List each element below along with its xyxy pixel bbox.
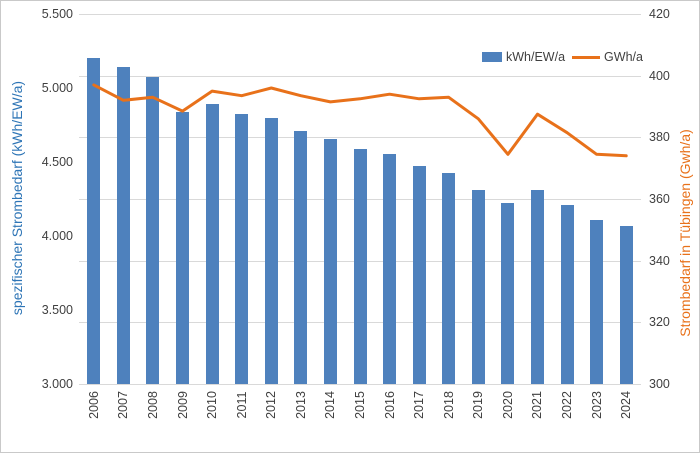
bar bbox=[471, 190, 485, 384]
bar-swatch-icon bbox=[482, 52, 502, 62]
x-axis-tick: 2019 bbox=[471, 391, 486, 419]
x-axis-tick: 2006 bbox=[86, 391, 101, 419]
left-axis-tick: 4.000 bbox=[41, 229, 73, 243]
x-axis-tick: 2016 bbox=[382, 391, 397, 419]
legend-item-bars: kWh/EW/a bbox=[482, 50, 565, 64]
x-axis-tick: 2022 bbox=[560, 391, 575, 419]
x-axis-tick: 2012 bbox=[264, 391, 279, 419]
x-axis-tick: 2011 bbox=[234, 391, 249, 419]
right-axis-tick: 380 bbox=[649, 130, 670, 145]
bar bbox=[264, 118, 278, 384]
x-axis-tick: 2015 bbox=[353, 391, 367, 419]
bar bbox=[235, 113, 249, 384]
gridline bbox=[79, 137, 641, 139]
bar bbox=[531, 190, 544, 384]
left-axis-tick: 4.500 bbox=[41, 155, 73, 169]
x-axis-tick: 2020 bbox=[500, 391, 515, 419]
bar bbox=[146, 76, 160, 384]
x-axis-tick: 2009 bbox=[175, 391, 190, 419]
x-axis-tick: 2008 bbox=[145, 391, 160, 419]
x-axis-tick: 2018 bbox=[441, 391, 456, 419]
right-axis-tick: 320 bbox=[649, 315, 670, 330]
x-axis-tick: 2023 bbox=[589, 391, 604, 419]
right-axis-tick: 360 bbox=[649, 192, 670, 206]
x-axis-tick: 2021 bbox=[530, 391, 545, 419]
bar bbox=[619, 225, 633, 384]
legend-label-bars: kWh/EW/a bbox=[506, 50, 566, 64]
gridline bbox=[79, 14, 641, 15]
left-axis-tick: 5.500 bbox=[41, 7, 73, 21]
plot-area bbox=[79, 14, 641, 385]
bar bbox=[412, 165, 426, 384]
line-series bbox=[92, 83, 628, 158]
right-axis-tick: 420 bbox=[649, 7, 670, 21]
bar bbox=[116, 66, 130, 384]
bar bbox=[87, 58, 101, 384]
gridline bbox=[79, 384, 641, 385]
gridline bbox=[79, 75, 641, 77]
bar bbox=[590, 219, 604, 384]
legend: kWh/EW/a GWh/a bbox=[482, 50, 643, 64]
right-axis-tick: 340 bbox=[649, 253, 670, 268]
x-axis-tick: 2014 bbox=[323, 391, 338, 419]
right-axis-tick: 400 bbox=[649, 68, 670, 83]
bar bbox=[442, 173, 456, 384]
line-swatch-icon bbox=[572, 55, 601, 59]
x-axis-tick: 2013 bbox=[293, 391, 308, 419]
x-axis-tick: 2010 bbox=[205, 391, 220, 419]
bar bbox=[560, 204, 574, 384]
right-axis-tick: 300 bbox=[649, 377, 670, 391]
right-axis-title: Strombedarf in Tübingen (Gwh/a) bbox=[677, 129, 693, 337]
bar bbox=[323, 139, 337, 384]
bar bbox=[353, 148, 367, 384]
bar bbox=[501, 202, 515, 384]
bar bbox=[176, 111, 189, 384]
legend-label-line: GWh/a bbox=[604, 50, 643, 64]
x-axis-tick: 2017 bbox=[412, 391, 427, 419]
bar bbox=[205, 104, 219, 384]
left-axis-title: spezifischer Strombedarf (kWh/EW/a) bbox=[9, 80, 25, 316]
x-axis-tick: 2007 bbox=[116, 391, 131, 419]
left-axis-tick: 5.000 bbox=[41, 81, 73, 95]
bar bbox=[383, 153, 397, 384]
left-axis-tick: 3.000 bbox=[41, 377, 73, 391]
bar bbox=[294, 130, 308, 384]
legend-item-line: GWh/a bbox=[572, 50, 643, 64]
x-axis-tick: 2024 bbox=[619, 391, 634, 419]
left-axis-tick: 3.500 bbox=[41, 303, 73, 317]
